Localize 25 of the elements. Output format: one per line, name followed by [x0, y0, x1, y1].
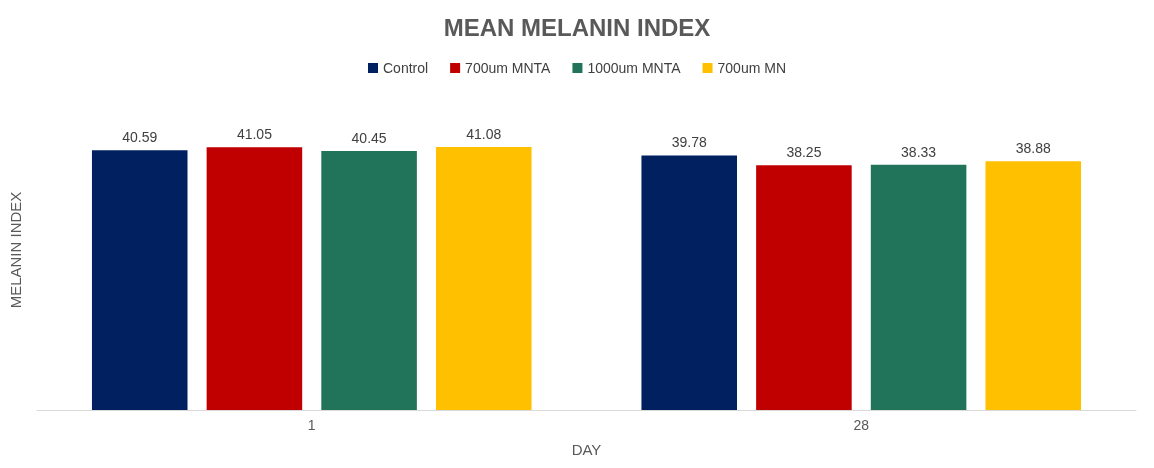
data-label: 38.33 — [901, 143, 937, 160]
legend-label: Control — [382, 60, 429, 76]
data-label: 41.08 — [466, 126, 502, 143]
bar — [206, 147, 303, 410]
data-label: 39.78 — [671, 134, 707, 151]
bar — [435, 147, 532, 410]
bar — [756, 165, 852, 410]
bar — [985, 161, 1082, 410]
data-label: 40.45 — [351, 130, 387, 147]
bar — [641, 155, 738, 410]
data-label: 40.59 — [122, 129, 158, 146]
x-tick-label: 1 — [307, 417, 316, 433]
data-label: 38.25 — [786, 144, 822, 161]
data-label: 38.88 — [1015, 140, 1051, 157]
y-axis-title: MELANIN INDEX — [7, 191, 24, 309]
legend-label: 1000um MNTA — [587, 60, 682, 76]
legend-label: 700um MN — [717, 60, 787, 76]
x-tick-label: 28 — [853, 417, 870, 433]
data-label: 41.05 — [236, 126, 273, 143]
bar — [321, 151, 417, 410]
x-axis-title: DAY — [571, 441, 602, 458]
bar — [870, 164, 967, 410]
chart-title: MEAN MELANIN INDEX — [443, 13, 711, 41]
bar — [91, 150, 188, 410]
legend-label: 700um MNTA — [465, 60, 552, 76]
